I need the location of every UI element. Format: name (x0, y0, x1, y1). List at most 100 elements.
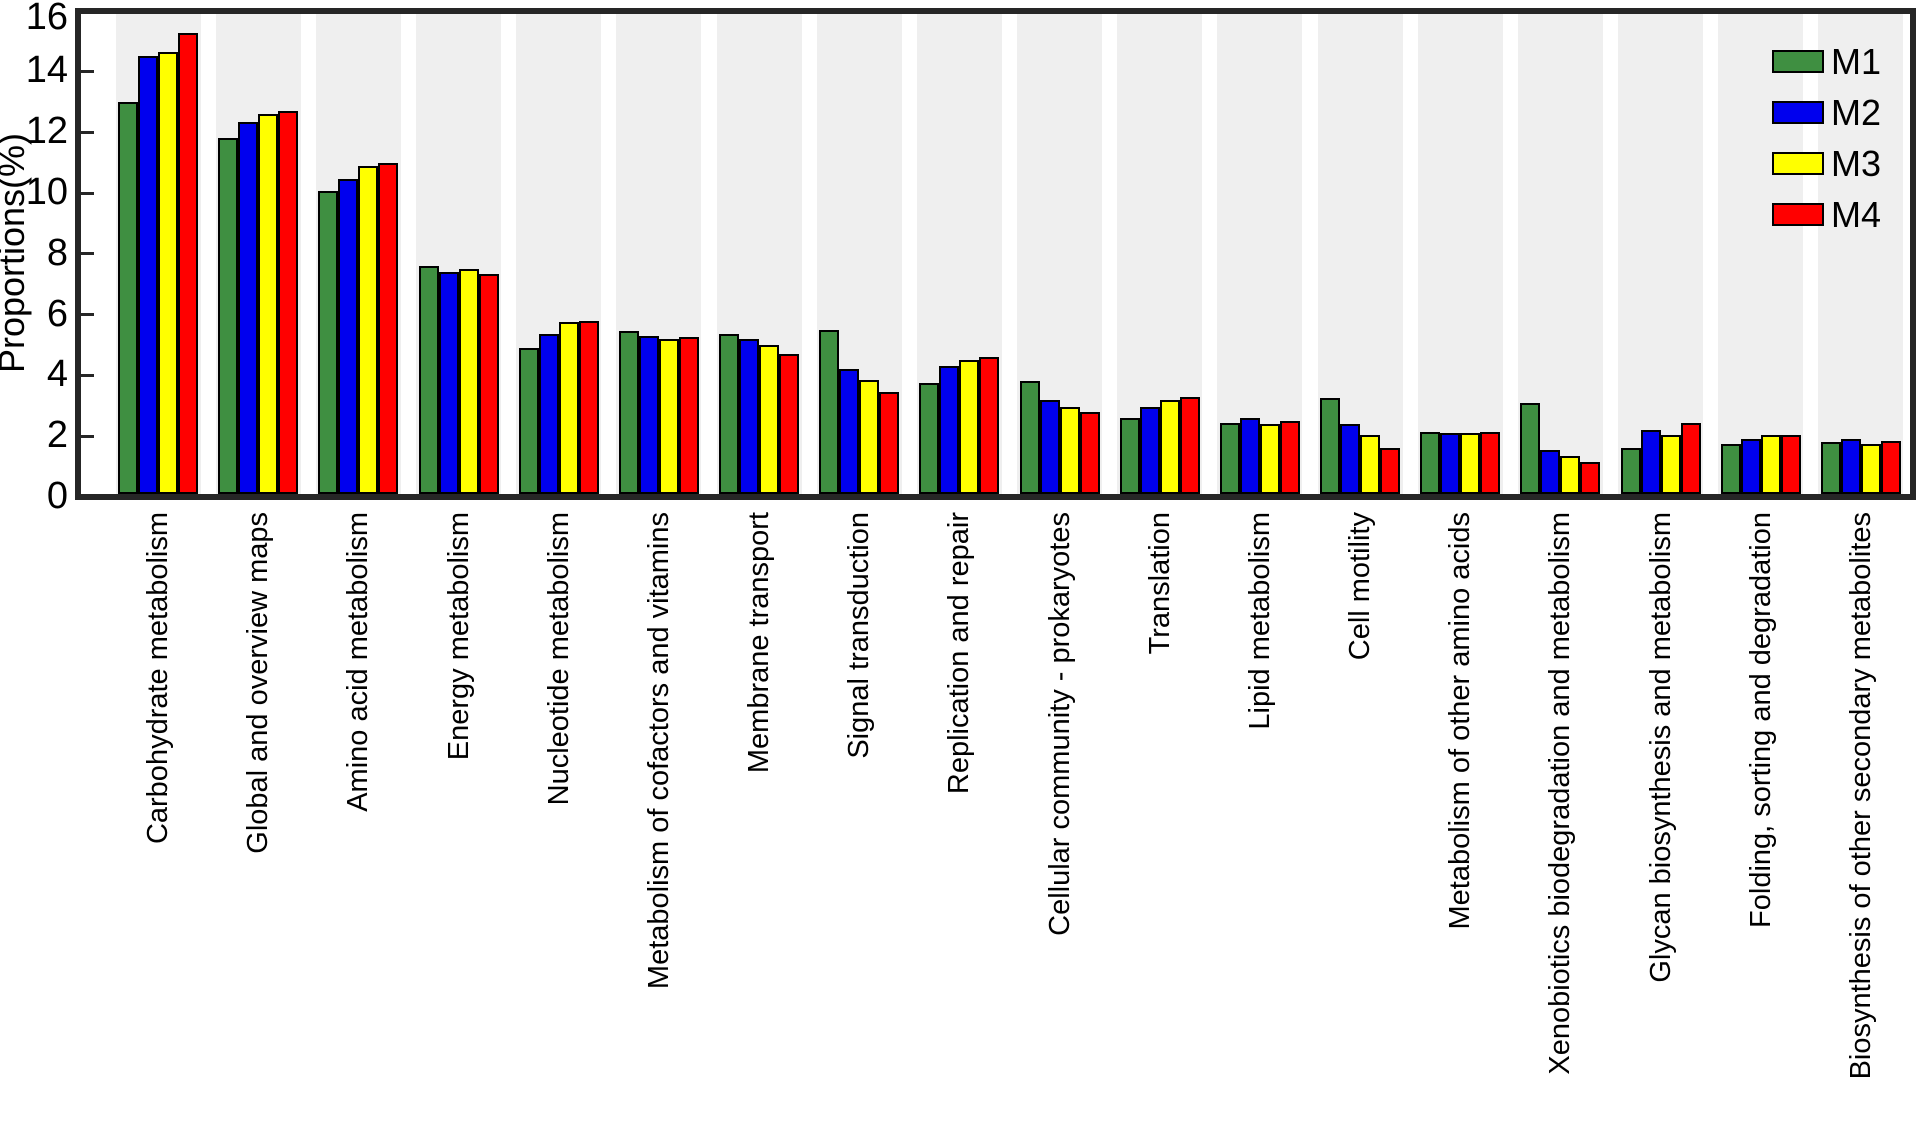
bar-m3 (558, 322, 579, 494)
category-label: Xenobiotics biodegradation and metabolis… (1544, 512, 1577, 1075)
bar-m3 (1159, 399, 1180, 494)
bar-m4 (278, 110, 299, 494)
bar-m4 (378, 162, 399, 494)
bar-m3 (1860, 443, 1881, 494)
bar-m4 (1179, 396, 1200, 494)
bar-m4 (1880, 440, 1901, 494)
bar-m3 (959, 360, 980, 494)
y-tick-label: 6 (46, 292, 68, 335)
y-tick-label: 16 (25, 0, 68, 38)
bar-m2 (238, 121, 259, 494)
bar-m2 (1540, 449, 1561, 494)
bar-m4 (178, 33, 198, 494)
bar-m4 (478, 273, 499, 494)
legend-label: M1 (1831, 41, 1882, 82)
bar-m2 (839, 369, 860, 494)
legend-item: M2 (1772, 92, 1882, 133)
bar-m1 (1119, 417, 1140, 494)
bar-m1 (1019, 381, 1040, 494)
y-tick-label: 12 (25, 110, 68, 153)
bar-m2 (1440, 433, 1461, 494)
category-label: Membrane transport (743, 512, 776, 774)
legend-item: M4 (1772, 194, 1882, 235)
y-tick-label: 10 (25, 171, 68, 213)
y-tick-label: 8 (46, 231, 68, 274)
bar-m3 (158, 51, 178, 494)
bar-m1 (1320, 398, 1341, 494)
legend-swatch-m3 (1772, 152, 1824, 175)
plot-area (75, 8, 1916, 500)
bar-m1 (1420, 431, 1441, 494)
bar-m2 (1139, 407, 1160, 494)
bar-m3 (1360, 434, 1381, 494)
category-label: Cell motility (1344, 512, 1377, 661)
bar-m4 (1780, 434, 1801, 494)
bar-m1 (1820, 442, 1841, 494)
bar-m3 (458, 269, 479, 494)
category-label: Glycan biosynthesis and metabolism (1644, 512, 1677, 983)
legend-item: M3 (1772, 143, 1882, 184)
legend: M1 M2 M3 M4 (1772, 41, 1882, 235)
bar-m4 (879, 392, 900, 494)
bar-m4 (779, 354, 800, 494)
category-stripe (1217, 14, 1303, 494)
legend-label: M3 (1831, 143, 1882, 184)
category-label: Amino acid metabolism (342, 512, 375, 812)
bar-m1 (919, 383, 940, 494)
bar-m4 (1480, 431, 1501, 494)
y-axis-tick (81, 130, 94, 134)
category-stripe (1618, 14, 1704, 494)
bar-m1 (1720, 443, 1741, 494)
bar-m1 (1520, 402, 1541, 494)
category-label: Carbohydrate metabolism (142, 512, 174, 845)
category-label: Translation (1143, 512, 1176, 655)
y-axis-tick (81, 69, 94, 73)
bar-m3 (1560, 455, 1581, 494)
category-label: Nucleotide metabolism (542, 512, 575, 806)
legend-label: M4 (1831, 194, 1882, 235)
y-tick-label: 0 (46, 475, 68, 517)
bar-m3 (1660, 434, 1681, 494)
bar-m3 (1059, 407, 1080, 494)
bar-m2 (538, 334, 559, 494)
bar-m3 (759, 345, 780, 494)
bar-m4 (1380, 448, 1401, 494)
bar-m2 (138, 56, 158, 494)
bar-m1 (618, 331, 639, 494)
legend-swatch-m1 (1772, 50, 1824, 73)
category-label: Replication and repair (943, 512, 976, 795)
bar-m4 (1680, 422, 1701, 494)
bar-m2 (1740, 439, 1761, 494)
y-tick-label: 14 (25, 49, 68, 92)
bar-m4 (678, 337, 699, 494)
bar-m3 (859, 379, 880, 494)
category-stripe (1417, 14, 1503, 494)
bar-m2 (1039, 399, 1060, 494)
bar-m4 (578, 320, 599, 494)
bar-m1 (1620, 448, 1641, 494)
bar-m2 (438, 272, 459, 494)
legend-item: M1 (1772, 41, 1882, 82)
y-axis-tick (81, 373, 94, 377)
bar-m2 (1640, 430, 1661, 494)
y-tick-label: 2 (46, 414, 68, 457)
plot-inner (81, 14, 1910, 494)
bar-m1 (418, 265, 439, 494)
category-stripe (1818, 14, 1904, 494)
bar-m1 (118, 101, 138, 494)
bar-m2 (338, 179, 359, 494)
bar-m3 (1760, 434, 1781, 494)
bar-m2 (739, 338, 760, 494)
category-label: Folding, sorting and degradation (1744, 512, 1777, 928)
bar-m1 (819, 329, 840, 494)
bar-m2 (1239, 417, 1260, 494)
bar-m3 (1460, 433, 1481, 494)
bar-m3 (358, 165, 379, 494)
legend-label: M2 (1831, 92, 1882, 133)
bar-m1 (218, 138, 239, 494)
bar-m4 (1279, 421, 1300, 494)
bar-m4 (1580, 462, 1601, 494)
category-label: Metabolism of cofactors and vitamins (642, 512, 675, 990)
category-label: Energy metabolism (442, 512, 475, 761)
